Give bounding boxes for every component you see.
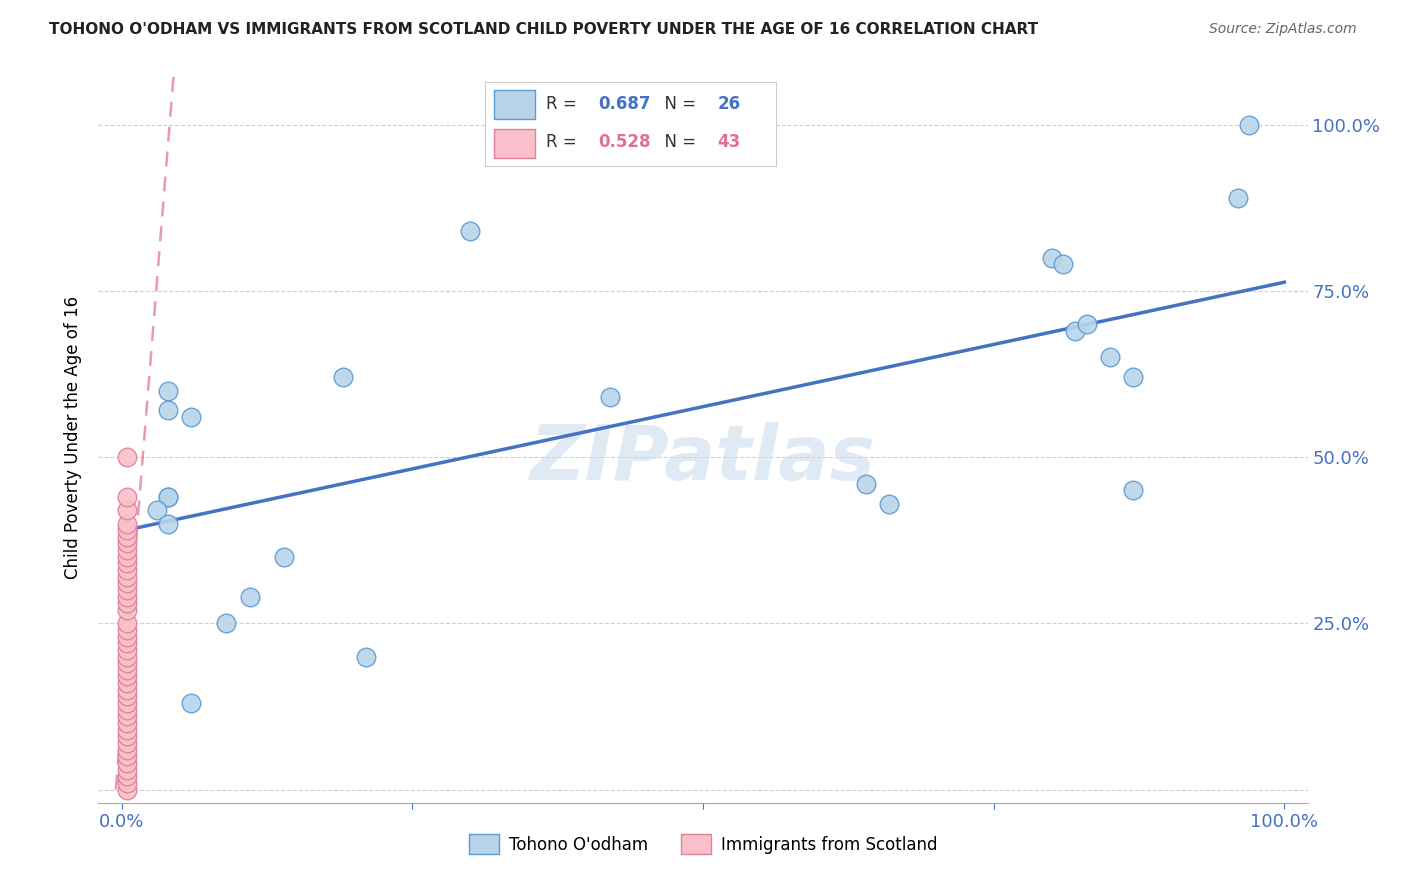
- Point: [117, 576, 139, 591]
- Point: [354, 649, 377, 664]
- Point: [157, 490, 180, 504]
- Point: [117, 742, 139, 756]
- Point: [180, 410, 202, 425]
- Point: [599, 390, 621, 404]
- Text: ZIPatlas: ZIPatlas: [530, 422, 876, 496]
- Point: [117, 690, 139, 704]
- Point: [1226, 191, 1249, 205]
- Point: [157, 403, 180, 417]
- Point: [215, 616, 238, 631]
- Point: [117, 663, 139, 677]
- Point: [117, 669, 139, 683]
- Point: [157, 384, 180, 398]
- Point: [1040, 251, 1063, 265]
- Point: [157, 516, 180, 531]
- Point: [117, 570, 139, 584]
- Point: [117, 709, 139, 723]
- Point: [117, 549, 139, 564]
- Point: [180, 696, 202, 710]
- Point: [460, 224, 482, 238]
- Point: [117, 450, 139, 464]
- Point: [117, 530, 139, 544]
- Point: [117, 682, 139, 697]
- Point: [117, 490, 139, 504]
- Point: [117, 516, 139, 531]
- Point: [117, 623, 139, 637]
- Point: [117, 649, 139, 664]
- Point: [855, 476, 877, 491]
- Point: [117, 763, 139, 777]
- Point: [157, 490, 180, 504]
- Point: [117, 696, 139, 710]
- Point: [117, 729, 139, 743]
- Point: [117, 563, 139, 577]
- Point: [117, 716, 139, 731]
- Point: [117, 603, 139, 617]
- Legend: Tohono O'odham, Immigrants from Scotland: Tohono O'odham, Immigrants from Scotland: [461, 828, 945, 860]
- Point: [239, 590, 262, 604]
- Point: [877, 497, 900, 511]
- Point: [1076, 317, 1098, 331]
- Point: [117, 582, 139, 597]
- Point: [273, 549, 295, 564]
- Point: [117, 536, 139, 550]
- Point: [117, 756, 139, 770]
- Point: [117, 557, 139, 571]
- Text: Source: ZipAtlas.com: Source: ZipAtlas.com: [1209, 22, 1357, 37]
- Point: [117, 543, 139, 558]
- Point: [1098, 351, 1121, 365]
- Point: [1122, 370, 1144, 384]
- Point: [117, 769, 139, 783]
- Point: [117, 616, 139, 631]
- Point: [1052, 257, 1074, 271]
- Y-axis label: Child Poverty Under the Age of 16: Child Poverty Under the Age of 16: [65, 295, 83, 579]
- Point: [117, 523, 139, 537]
- Point: [332, 370, 354, 384]
- Point: [117, 636, 139, 650]
- Text: TOHONO O'ODHAM VS IMMIGRANTS FROM SCOTLAND CHILD POVERTY UNDER THE AGE OF 16 COR: TOHONO O'ODHAM VS IMMIGRANTS FROM SCOTLA…: [49, 22, 1039, 37]
- Point: [145, 503, 167, 517]
- Point: [117, 736, 139, 750]
- Point: [117, 723, 139, 737]
- Point: [117, 590, 139, 604]
- Point: [117, 782, 139, 797]
- Point: [117, 703, 139, 717]
- Point: [1064, 324, 1087, 338]
- Point: [117, 643, 139, 657]
- Point: [117, 749, 139, 764]
- Point: [117, 503, 139, 517]
- Point: [117, 656, 139, 670]
- Point: [117, 630, 139, 644]
- Point: [117, 676, 139, 690]
- Point: [117, 596, 139, 610]
- Point: [1239, 118, 1261, 132]
- Point: [117, 776, 139, 790]
- Point: [1122, 483, 1144, 498]
